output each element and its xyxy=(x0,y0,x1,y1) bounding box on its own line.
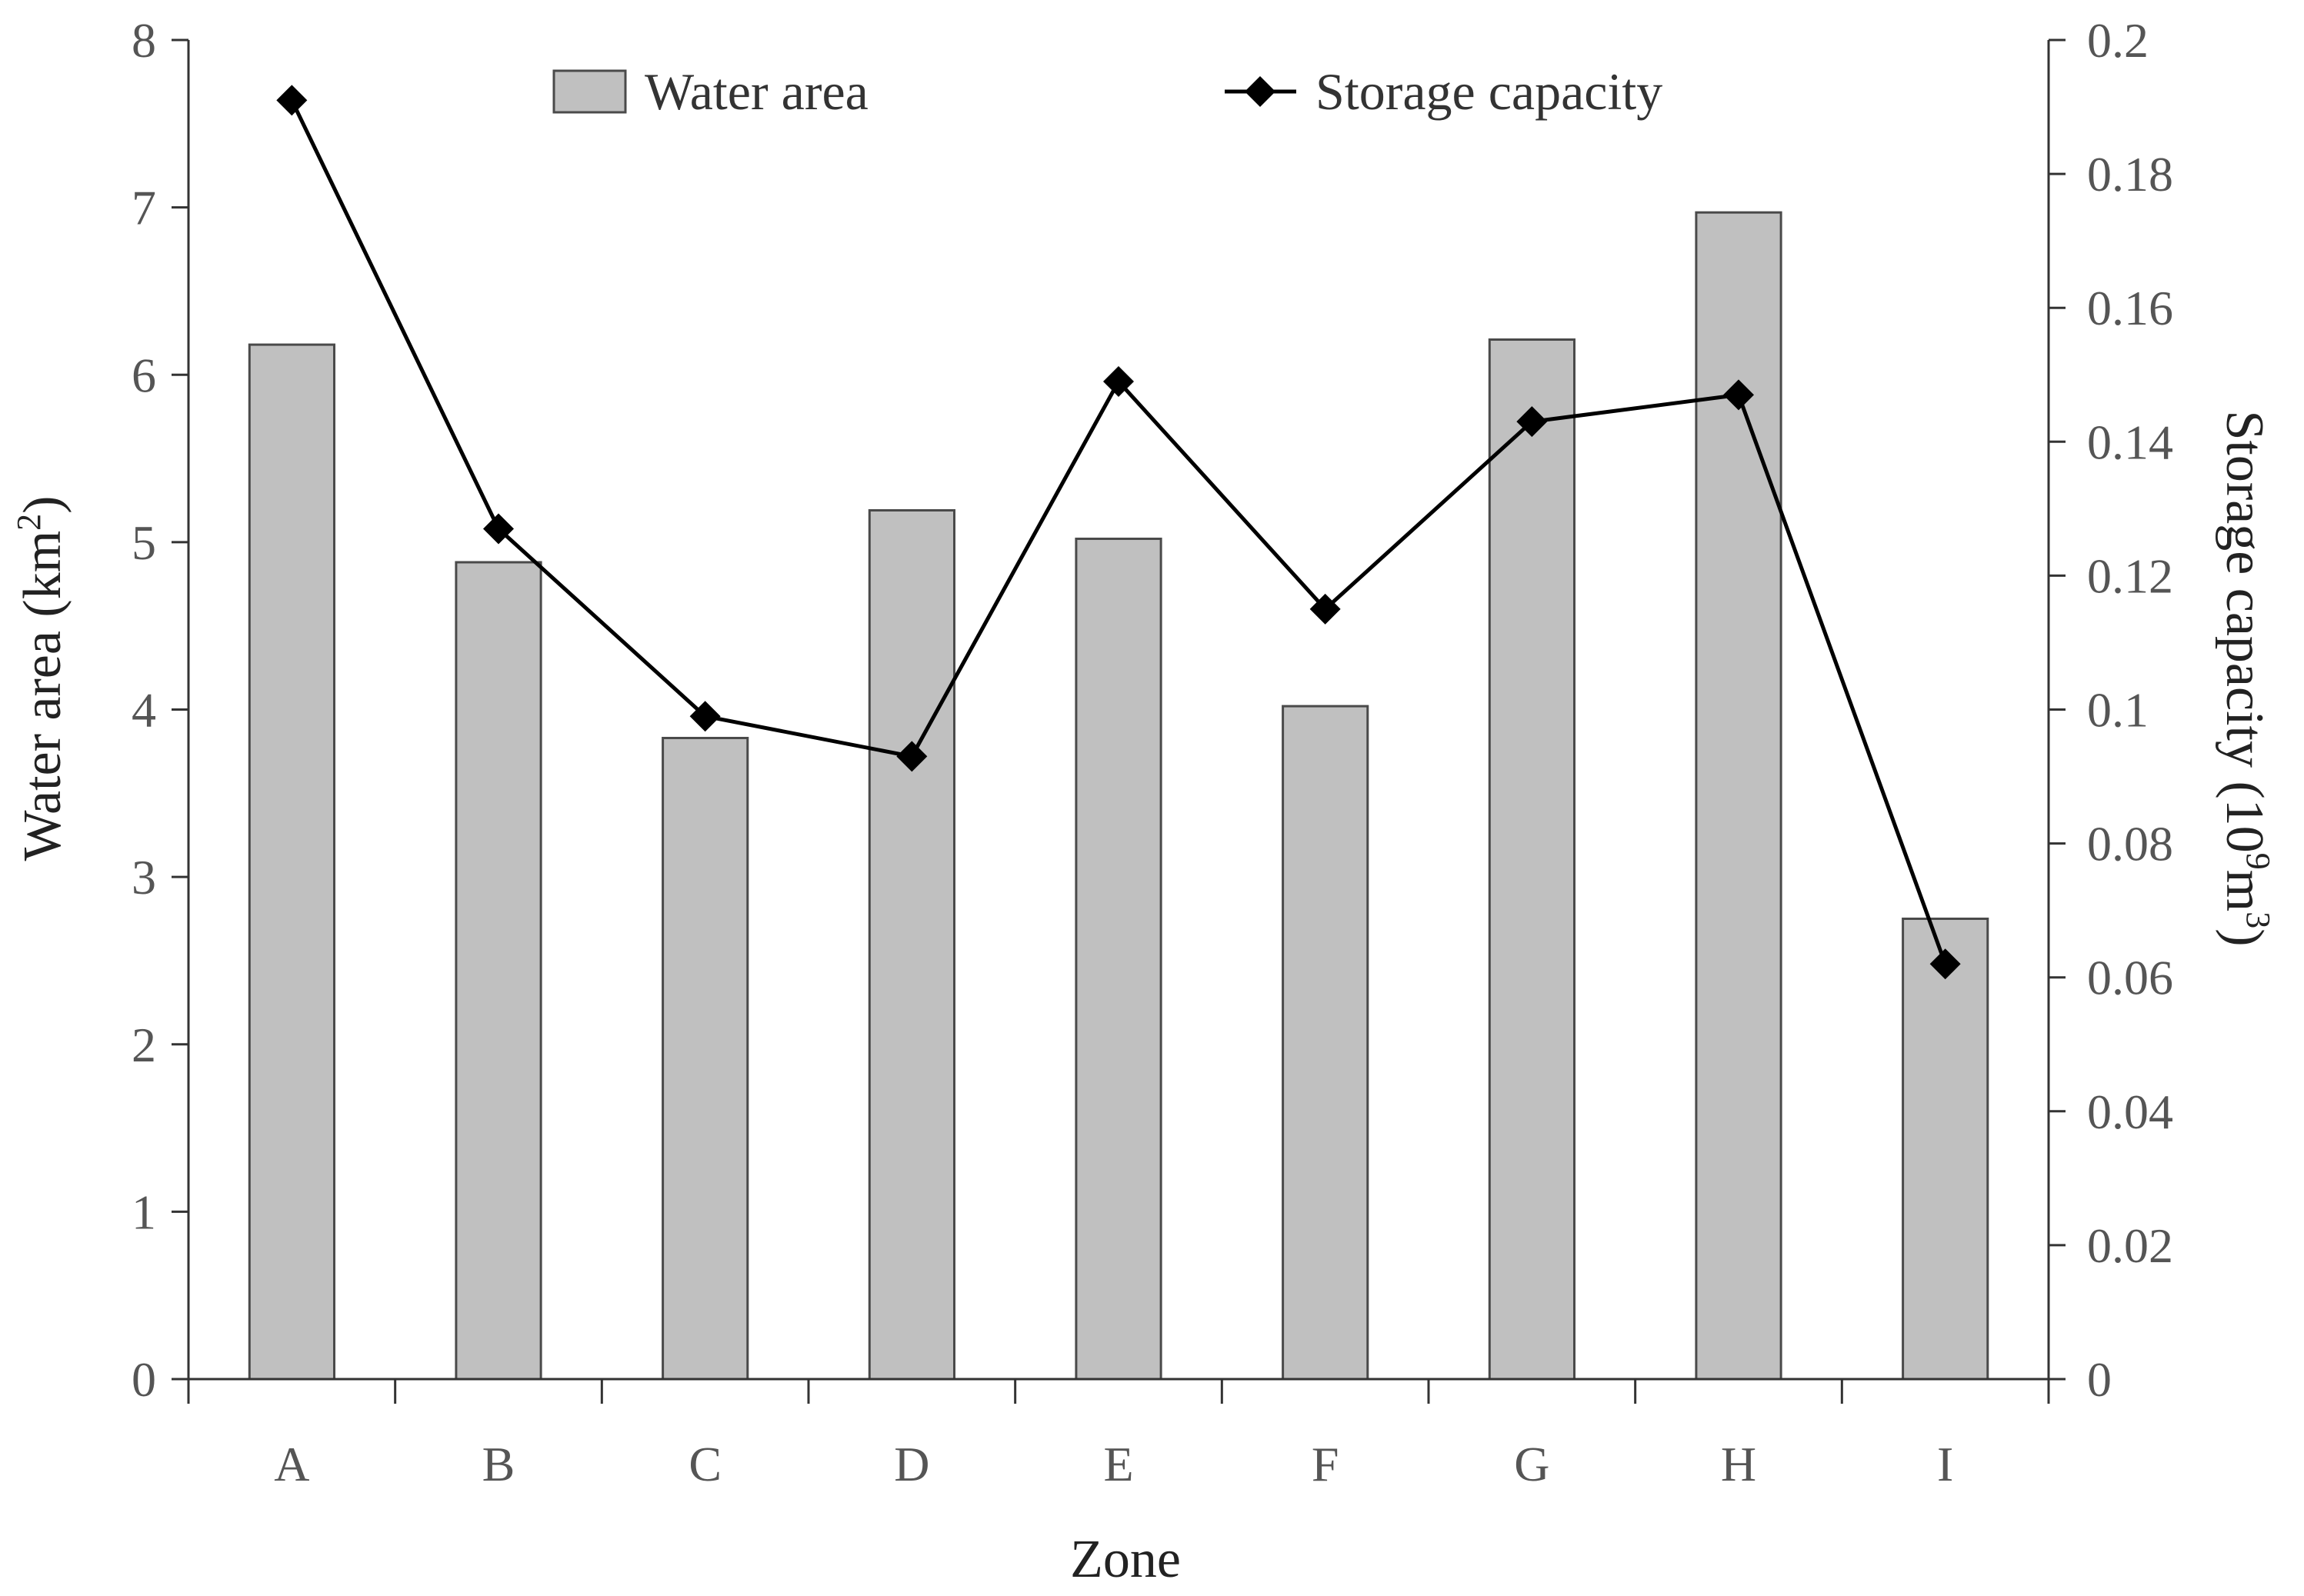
y-right-tick-label: 0.06 xyxy=(2087,951,2173,1005)
x-tick-label-H: H xyxy=(1721,1437,1756,1491)
x-tick-label-C: C xyxy=(689,1437,722,1491)
y-axis-left-title: Water area (km2) xyxy=(10,496,72,861)
storage-point-D xyxy=(896,741,928,772)
y-axis-right-title: Storage capacity (109m3) xyxy=(2215,410,2277,946)
x-tick-label-G: G xyxy=(1514,1437,1549,1491)
bar-I xyxy=(1902,918,1989,1381)
x-tick-label-E: E xyxy=(1103,1437,1133,1491)
line-layer xyxy=(276,85,1961,980)
y-left-tick-label: 2 xyxy=(132,1018,156,1072)
y-left-tick-label: 4 xyxy=(132,683,156,738)
y-left-tick-label: 5 xyxy=(132,515,156,570)
storage-point-E xyxy=(1103,365,1134,397)
storage-point-A xyxy=(276,85,308,116)
y-right-tick-label: 0.14 xyxy=(2087,415,2173,469)
x-tick-label-B: B xyxy=(482,1437,515,1491)
y-right-tick-label: 0.16 xyxy=(2087,281,2173,335)
bar-A xyxy=(248,343,335,1381)
legend-label-water-area: Water area xyxy=(645,62,869,121)
y-left-tick-label: 1 xyxy=(132,1185,156,1239)
bar-D xyxy=(868,509,956,1381)
storage-point-I xyxy=(1929,948,1961,980)
y-left-tick-label: 6 xyxy=(132,348,156,402)
bar-C xyxy=(662,737,749,1381)
bar-E xyxy=(1075,538,1162,1381)
legend-marker-storage-capacity xyxy=(1245,76,1275,107)
x-axis-title: Zone xyxy=(1070,1530,1181,1589)
bars-layer xyxy=(248,211,1989,1381)
y-left-tick-label: 3 xyxy=(132,850,156,905)
storage-point-H xyxy=(1723,379,1754,411)
x-tick-label-I: I xyxy=(1937,1437,1953,1491)
bar-B xyxy=(455,561,542,1381)
axes-layer: 0 1 2 3 4 5 6 7 8 0 0.02 0.04 0.06 0.08 0.1 0.12 0.14 0.1… xyxy=(132,13,2173,1491)
legend-swatch-water-area xyxy=(552,69,627,114)
y-left-tick-label: 7 xyxy=(132,181,156,235)
y-right-tick-label: 0.18 xyxy=(2087,147,2173,202)
y-right-tick-label: 0 xyxy=(2087,1352,2112,1407)
legend: Water area Storage capacity xyxy=(552,62,1662,121)
y-right-tick-label: 0.04 xyxy=(2087,1085,2173,1139)
y-left-tick-label: 0 xyxy=(132,1352,156,1407)
storage-point-F xyxy=(1309,593,1341,625)
storage-point-B xyxy=(483,513,514,545)
legend-label-storage-capacity: Storage capacity xyxy=(1315,62,1662,121)
y-right-tick-label: 0.2 xyxy=(2087,13,2149,68)
y-right-tick-label: 0.08 xyxy=(2087,817,2173,871)
storage-point-C xyxy=(689,701,721,732)
y-right-tick-label: 0.12 xyxy=(2087,548,2173,603)
x-tick-label-F: F xyxy=(1312,1437,1339,1491)
bar-G xyxy=(1488,338,1576,1381)
y-left-tick-label: 8 xyxy=(132,13,156,68)
x-tick-label-A: A xyxy=(274,1437,309,1491)
x-tick-label-D: D xyxy=(894,1437,929,1491)
y-right-tick-label: 0.02 xyxy=(2087,1218,2173,1273)
storage-point-G xyxy=(1516,406,1548,438)
y-right-tick-label: 0.1 xyxy=(2087,683,2149,738)
bar-F xyxy=(1282,705,1369,1381)
